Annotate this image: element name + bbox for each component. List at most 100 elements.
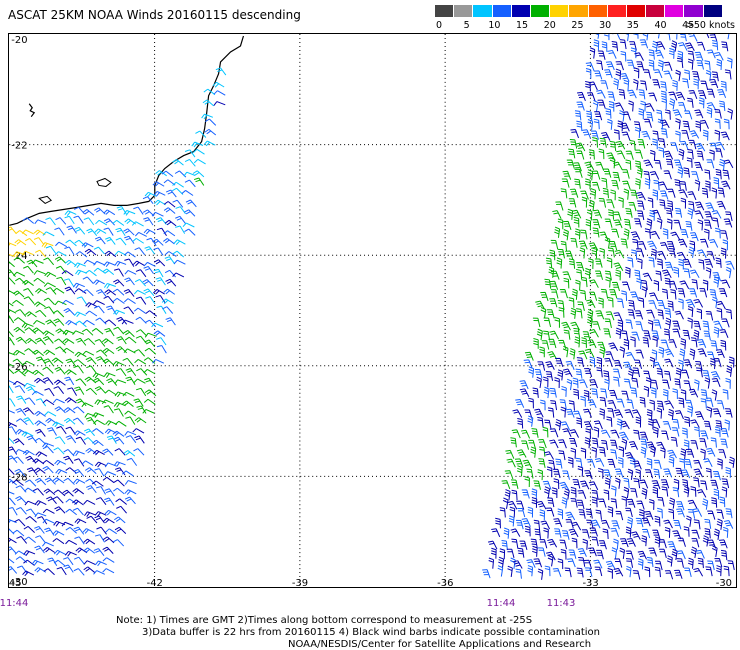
wind-barb <box>600 519 610 529</box>
wind-barb <box>692 508 703 517</box>
legend-swatch <box>607 5 627 17</box>
wind-barb <box>114 448 126 456</box>
wind-barb <box>574 168 583 178</box>
wind-barb <box>134 231 147 237</box>
legend-swatch <box>454 5 474 17</box>
wind-barb <box>555 357 564 367</box>
wind-barb <box>56 426 67 435</box>
wind-barb <box>634 310 644 320</box>
wind-barb <box>675 118 681 130</box>
wind-barb <box>572 377 579 389</box>
wind-barb <box>136 368 148 376</box>
wind-barb <box>646 556 654 568</box>
time-label-swath-end: 11:43 <box>546 598 576 609</box>
wind-barb <box>652 189 659 201</box>
wind-barb <box>585 80 591 92</box>
wind-barb <box>722 526 729 538</box>
wind-barb <box>599 346 606 358</box>
wind-barb <box>688 34 698 42</box>
wind-barb <box>519 540 528 550</box>
wind-barb <box>623 477 630 489</box>
wind-barb <box>55 217 67 225</box>
wind-barb <box>34 512 47 518</box>
wind-barb <box>104 289 117 296</box>
wind-barb <box>552 468 561 479</box>
wind-barb <box>716 307 723 319</box>
wind-barb <box>72 499 84 506</box>
wind-barb <box>594 566 603 577</box>
wind-barb <box>693 459 702 469</box>
wind-barb <box>546 309 555 319</box>
wind-barb <box>62 489 74 497</box>
wind-barb <box>93 246 105 255</box>
wind-barb <box>104 509 117 516</box>
wind-barb <box>13 271 26 277</box>
wind-barb <box>667 188 676 198</box>
wind-barb <box>685 448 695 458</box>
wind-barb <box>23 296 35 305</box>
wind-barb <box>33 301 46 308</box>
wind-barb <box>550 289 559 299</box>
wind-barb <box>635 349 644 359</box>
wind-barb <box>74 262 87 269</box>
wind-barb <box>65 426 76 435</box>
wind-barb <box>675 467 684 478</box>
wind-barb <box>633 429 641 440</box>
wind-barb <box>613 567 624 577</box>
wind-barb <box>581 337 587 348</box>
wind-barb <box>126 457 138 466</box>
wind-barb <box>42 231 55 237</box>
wind-barb <box>667 449 677 459</box>
wind-barb <box>648 59 655 71</box>
wind-barb <box>562 428 572 437</box>
wind-barb <box>696 489 707 498</box>
wind-barb <box>55 346 67 354</box>
wind-barb <box>589 329 599 338</box>
wind-barb <box>53 559 66 567</box>
wind-barb <box>595 270 604 280</box>
wind-barb <box>591 446 597 458</box>
wind-barb <box>683 268 691 279</box>
wind-barb <box>92 372 105 379</box>
wind-barb <box>624 409 634 419</box>
wind-barb <box>53 318 65 326</box>
wind-barb <box>612 34 621 40</box>
wind-barb <box>715 148 723 158</box>
wind-barb <box>569 437 578 448</box>
wind-barb <box>674 569 683 579</box>
wind-barb <box>536 500 547 510</box>
wind-barb <box>133 378 146 384</box>
wind-barb <box>659 242 669 251</box>
wind-barb <box>92 412 105 419</box>
wind-barb <box>717 89 727 98</box>
wind-barb <box>599 137 607 148</box>
wind-barb <box>577 548 587 557</box>
wind-barb <box>103 405 114 414</box>
wind-barb <box>646 409 653 421</box>
wind-barb <box>581 129 591 139</box>
wind-barb <box>546 507 555 517</box>
legend-label: 40 <box>654 20 667 31</box>
wind-barb <box>112 539 125 547</box>
wind-barb <box>722 239 729 251</box>
wind-barb <box>714 227 721 239</box>
wind-barb <box>9 352 16 356</box>
wind-barb <box>601 131 611 141</box>
wind-barb <box>587 119 594 131</box>
wind-barb <box>44 306 55 315</box>
wind-barb <box>53 549 66 556</box>
wind-barb <box>132 237 144 244</box>
wind-barb <box>549 298 558 308</box>
wind-barb <box>636 278 642 290</box>
wind-barb <box>709 142 718 152</box>
wind-barb <box>585 178 591 190</box>
wind-barb <box>598 148 605 160</box>
wind-barb <box>613 262 624 271</box>
wind-barb <box>671 548 678 561</box>
wind-barb <box>657 258 663 269</box>
wind-barb <box>612 281 620 292</box>
wind-barb <box>689 348 696 360</box>
wind-barb <box>684 416 691 427</box>
wind-barb <box>54 366 66 375</box>
wind-barb <box>16 536 28 544</box>
